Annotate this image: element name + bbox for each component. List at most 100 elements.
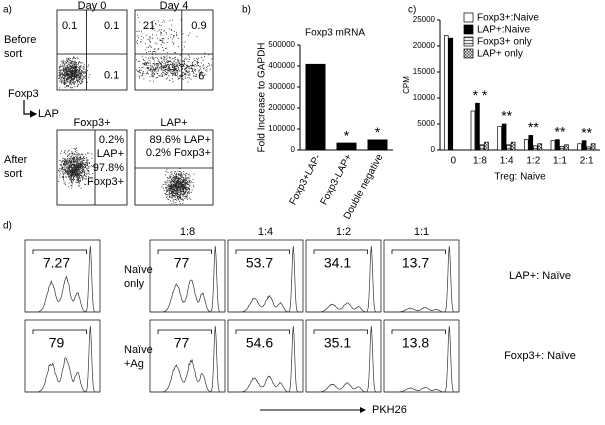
cell-dot xyxy=(70,66,71,68)
cell-dot xyxy=(145,49,147,51)
cell-dot xyxy=(83,64,85,66)
cell-dot xyxy=(180,197,181,199)
cell-dot xyxy=(73,77,75,79)
cell-dot xyxy=(168,69,170,71)
cell-dot xyxy=(146,61,148,63)
cell-dot xyxy=(75,62,76,64)
cell-dot xyxy=(155,63,157,64)
cell-dot xyxy=(68,160,70,162)
cell-dot xyxy=(62,72,63,74)
cell-dot xyxy=(58,78,60,79)
cell-dot xyxy=(169,70,170,72)
cell-dot xyxy=(59,76,61,78)
cell-dot xyxy=(194,60,196,61)
cell-dot xyxy=(158,64,159,66)
column-title: 1:1 xyxy=(414,226,429,238)
cell-dot xyxy=(73,167,75,169)
cell-dot xyxy=(70,160,72,162)
cell-dot xyxy=(156,37,158,39)
cell-dot xyxy=(84,163,86,165)
cell-dot xyxy=(181,183,182,185)
cell-dot xyxy=(167,187,169,189)
cell-dot xyxy=(62,65,64,67)
cell-dot xyxy=(62,78,64,80)
cell-dot xyxy=(186,71,188,73)
cell-dot xyxy=(76,167,78,168)
cell-dot xyxy=(65,159,67,161)
cell-dot xyxy=(177,191,179,193)
cell-dot xyxy=(175,180,176,182)
cell-dot xyxy=(180,185,182,186)
cell-dot xyxy=(183,179,185,181)
cell-dot xyxy=(70,66,72,67)
cell-dot xyxy=(79,181,81,182)
cell-dot xyxy=(76,173,78,175)
cell-dot xyxy=(65,78,67,79)
cell-dot xyxy=(200,71,202,72)
cell-dot xyxy=(72,61,74,62)
cell-dot xyxy=(75,72,77,74)
cell-dot xyxy=(160,24,162,26)
panel-label: b) xyxy=(242,5,251,16)
histogram xyxy=(306,325,381,393)
histogram xyxy=(384,325,459,393)
cell-dot xyxy=(159,75,161,77)
cell-dot xyxy=(71,73,73,75)
cell-dot xyxy=(199,66,201,67)
cell-dot xyxy=(161,66,163,68)
cell-dot xyxy=(175,185,177,187)
bar xyxy=(367,139,388,150)
cell-dot xyxy=(161,42,163,43)
cell-dot xyxy=(63,163,64,165)
cell-dot xyxy=(204,75,205,76)
cell-dot xyxy=(184,64,186,65)
cell-dot xyxy=(150,57,151,59)
cell-dot xyxy=(64,86,66,88)
cell-dot xyxy=(175,171,176,173)
cell-dot xyxy=(175,194,177,196)
cell-dot xyxy=(167,66,169,68)
cell-dot xyxy=(165,32,167,33)
cell-dot xyxy=(71,185,73,187)
cell-dot xyxy=(70,170,71,172)
cell-dot xyxy=(188,71,190,72)
cell-dot xyxy=(86,157,87,159)
cell-dot xyxy=(188,177,190,179)
cell-dot xyxy=(174,185,176,187)
cell-dot xyxy=(146,26,148,28)
cell-dot xyxy=(166,74,167,76)
cell-dot xyxy=(81,161,83,163)
cell-dot xyxy=(149,40,151,42)
cell-dot xyxy=(80,72,82,74)
cell-dot xyxy=(83,76,85,78)
cell-dot xyxy=(71,66,73,68)
cell-dot xyxy=(69,175,71,176)
cell-dot xyxy=(183,171,184,172)
cell-dot xyxy=(66,162,67,163)
cell-dot xyxy=(172,191,174,193)
histogram xyxy=(150,325,225,393)
cell-dot xyxy=(170,61,172,63)
cell-dot xyxy=(168,192,170,194)
bar xyxy=(532,145,538,151)
cell-dot xyxy=(171,185,173,187)
cell-dot xyxy=(76,163,78,165)
cell-dot xyxy=(182,180,183,182)
cell-dot xyxy=(65,80,67,82)
cell-dot xyxy=(173,187,175,189)
cell-dot xyxy=(81,165,83,167)
cell-dot xyxy=(74,63,76,65)
cell-dot xyxy=(67,78,69,79)
cell-dot xyxy=(184,195,186,197)
cell-dot xyxy=(82,66,84,67)
cell-dot xyxy=(87,152,88,154)
cell-dot xyxy=(190,78,192,80)
cell-dot xyxy=(63,158,65,160)
cell-dot xyxy=(87,70,88,72)
cell-dot xyxy=(61,163,63,165)
cell-dot xyxy=(173,190,175,192)
cell-dot xyxy=(173,188,175,190)
cell-dot xyxy=(184,193,186,195)
cell-dot xyxy=(180,184,182,186)
cell-dot xyxy=(182,72,184,73)
